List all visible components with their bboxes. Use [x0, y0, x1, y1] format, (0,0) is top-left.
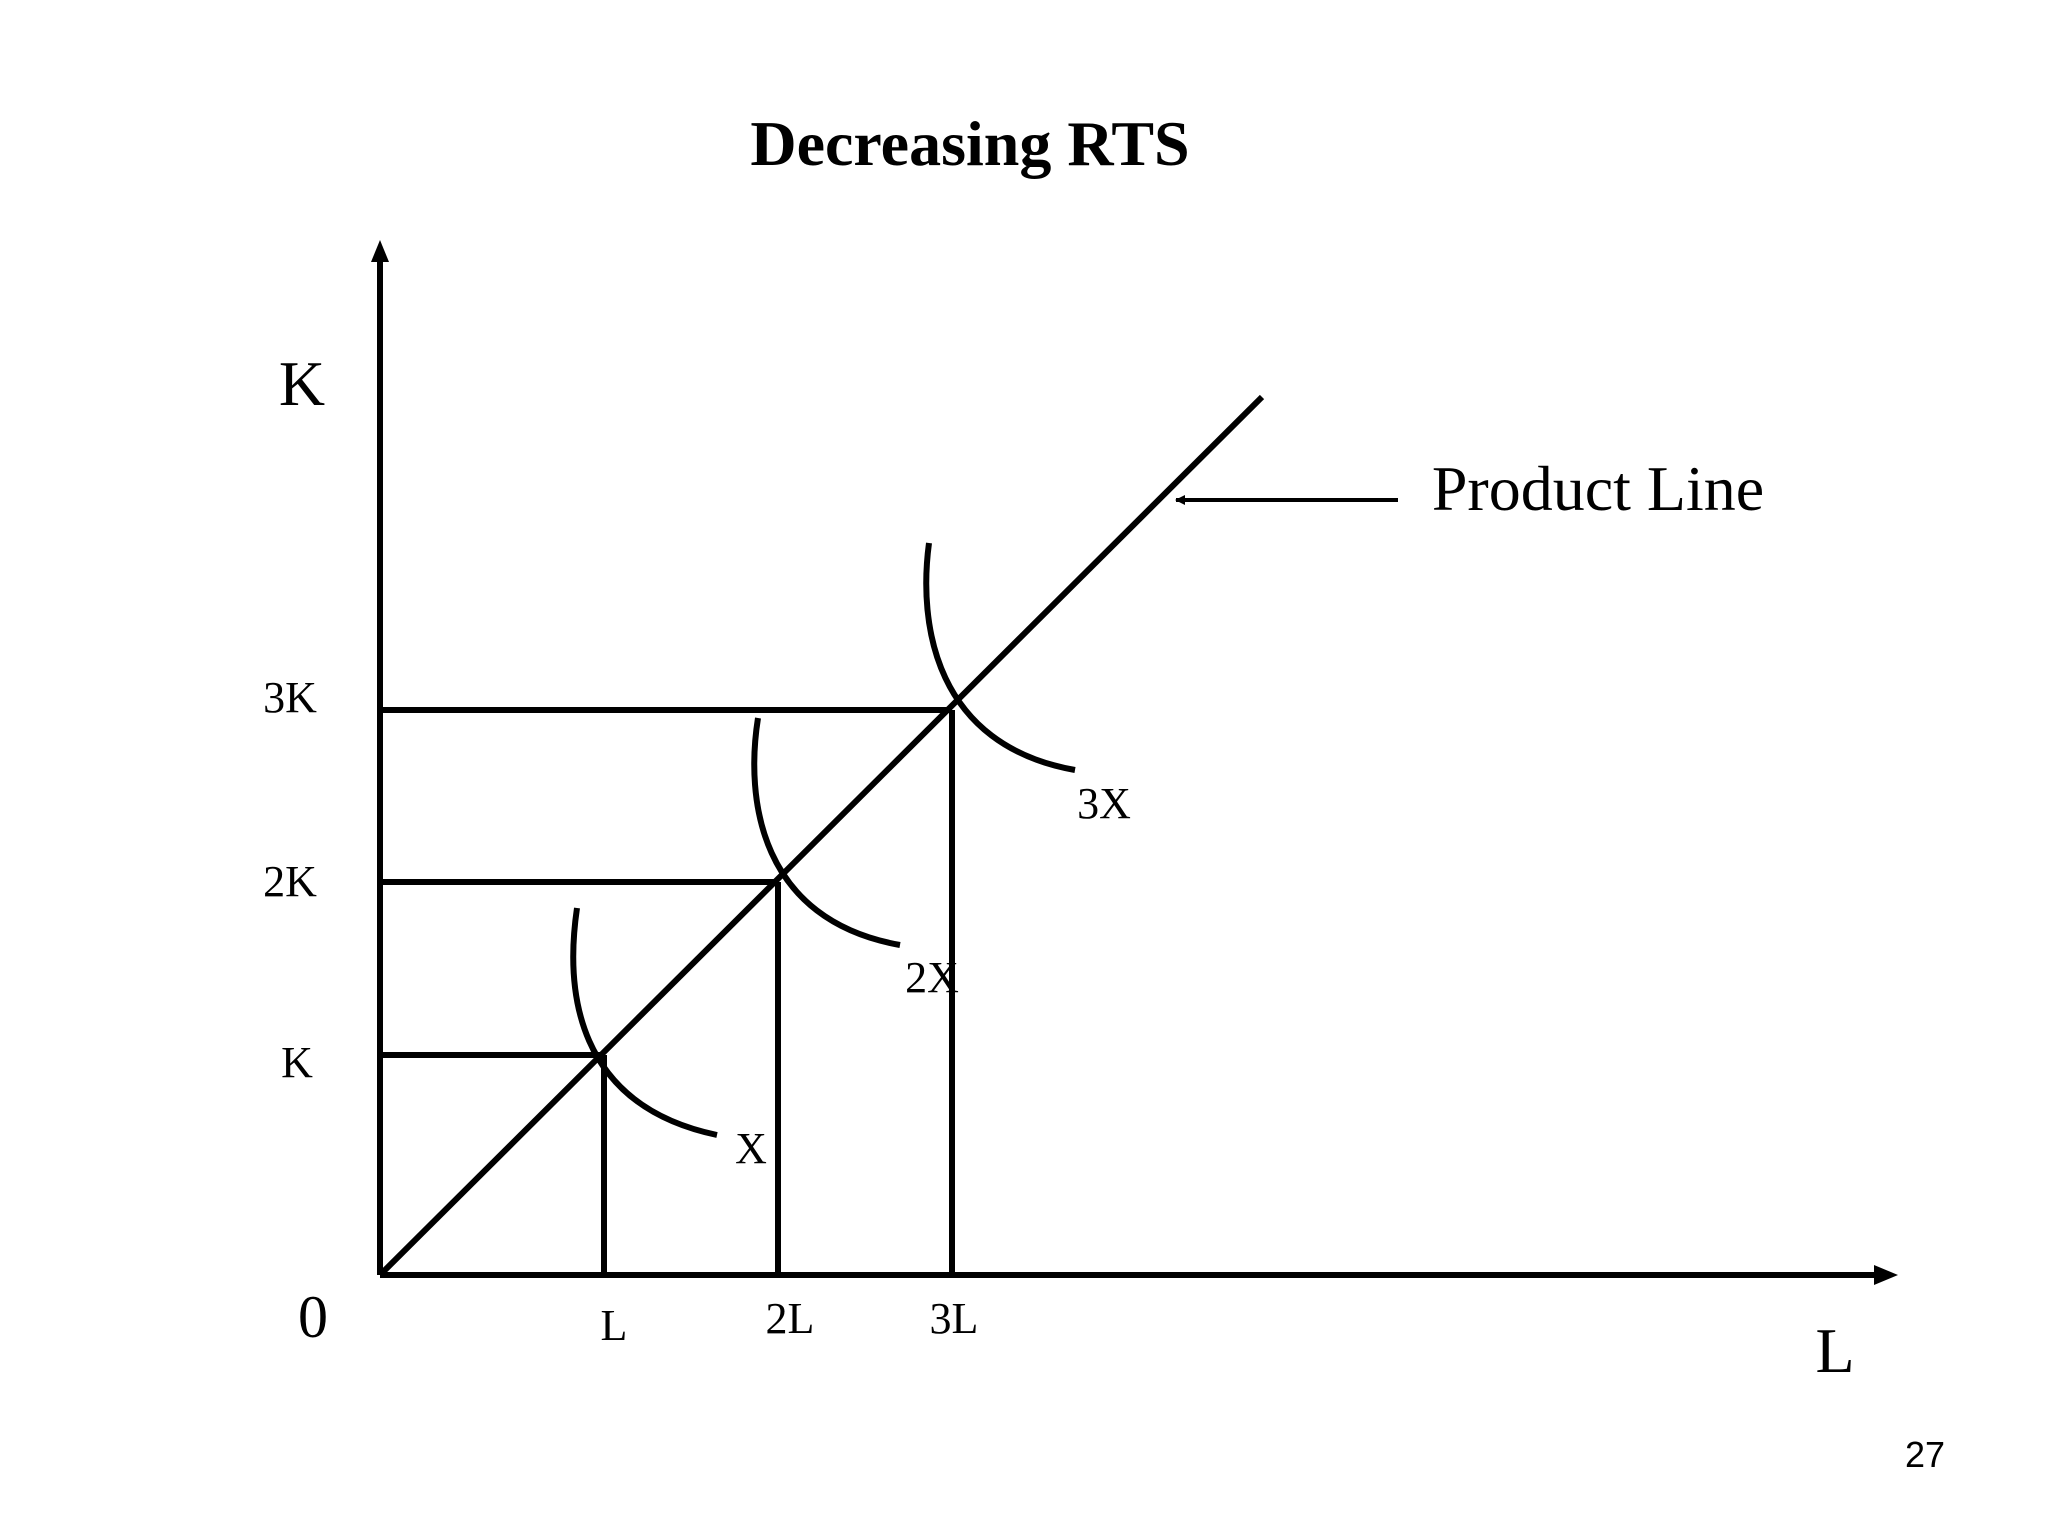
isoquant-2x-label: 2X	[905, 953, 959, 1002]
page-number: 27	[1905, 1434, 1945, 1475]
isoquant-x-label: X	[735, 1124, 767, 1173]
y-tick-3k: 3K	[263, 673, 317, 722]
isoquant-3x-label: 3X	[1077, 779, 1131, 828]
y-tick-k: K	[281, 1038, 313, 1087]
x-axis-arrow	[1874, 1265, 1898, 1285]
isoquant-x	[570, 907, 718, 1138]
y-axis-label: K	[279, 348, 325, 419]
isoquant-3x	[923, 542, 1076, 773]
product-line	[377, 394, 1265, 1278]
x-tick-2l: 2L	[766, 1294, 815, 1343]
product-line-label: Product Line	[1432, 453, 1764, 524]
diagram-title: Decreasing RTS	[750, 108, 1189, 179]
x-tick-l: L	[601, 1301, 628, 1350]
x-tick-3l: 3L	[930, 1294, 979, 1343]
y-axis-arrow	[371, 240, 389, 262]
isoquant-2x	[751, 717, 901, 948]
origin-label: 0	[298, 1284, 328, 1350]
y-tick-2k: 2K	[263, 857, 317, 906]
x-axis-label: L	[1815, 1315, 1854, 1386]
